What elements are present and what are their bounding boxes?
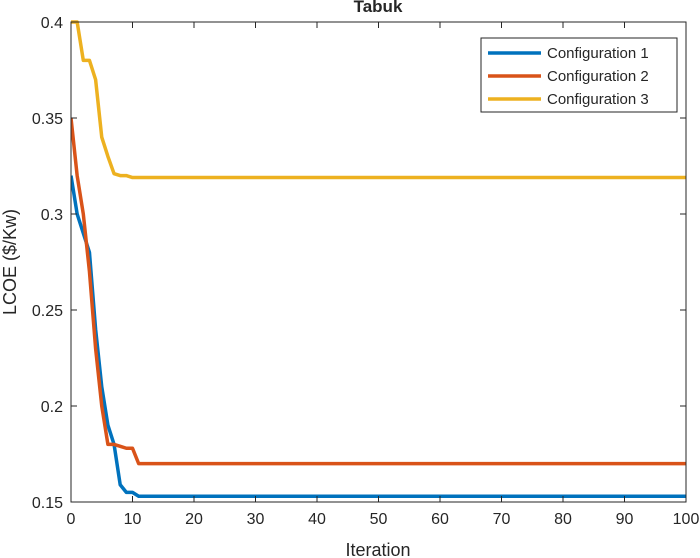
x-tick-label: 60 <box>431 511 449 528</box>
legend-label-3: Configuration 3 <box>547 91 649 108</box>
x-tick-label: 20 <box>185 511 203 528</box>
legend: Configuration 1 Configuration 2 Configurat… <box>480 37 678 113</box>
y-axis-label: LCOE ($/Kw) <box>0 209 20 315</box>
x-axis-label: Iteration <box>345 540 410 558</box>
y-tick-label: 0.2 <box>41 399 63 416</box>
x-tick-label: 80 <box>554 511 572 528</box>
series-line-1 <box>71 175 686 498</box>
ticks: 0 10 20 30 40 50 60 70 80 90 100 0.15 0.2 0.25 0.3 0.35… <box>32 15 700 528</box>
x-tick-label: 40 <box>308 511 326 528</box>
x-tick-label: 100 <box>673 511 700 528</box>
x-tick-label: 0 <box>67 511 76 528</box>
x-tick-label: 90 <box>616 511 634 528</box>
x-tick-label: 70 <box>493 511 511 528</box>
series-lines <box>71 20 686 498</box>
series-line-3 <box>71 20 686 180</box>
legend-label-1: Configuration 1 <box>547 45 649 62</box>
y-tick-label: 0.35 <box>32 111 63 128</box>
legend-label-2: Configuration 2 <box>547 68 649 85</box>
x-tick-label: 10 <box>124 511 142 528</box>
y-tick-label: 0.3 <box>41 207 63 224</box>
x-tick-label: 30 <box>247 511 265 528</box>
chart-title: Tabuk <box>354 0 403 16</box>
y-tick-label: 0.4 <box>41 15 63 32</box>
x-tick-label: 50 <box>370 511 388 528</box>
series-line-2 <box>71 117 686 466</box>
y-tick-label: 0.15 <box>32 495 63 512</box>
y-tick-label: 0.25 <box>32 303 63 320</box>
